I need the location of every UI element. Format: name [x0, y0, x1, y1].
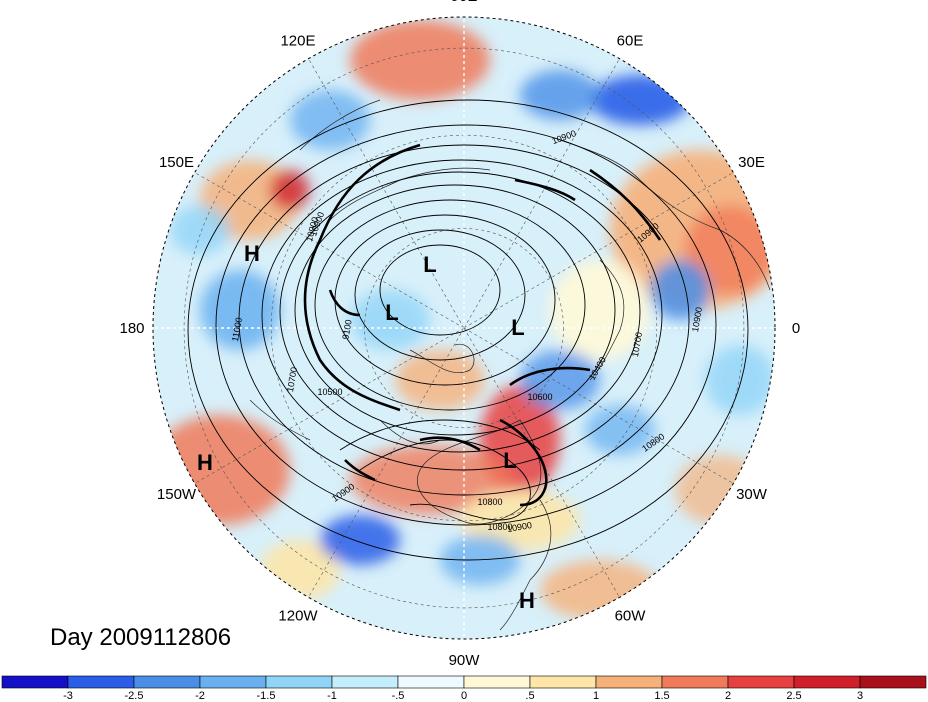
longitude-label: 180	[119, 320, 144, 337]
colorbar-tick-label: -1	[327, 690, 337, 702]
meridian-line	[463, 327, 620, 598]
contour-label: 10500	[317, 387, 342, 397]
longitude-label: 0	[792, 320, 800, 337]
low-pressure-center: L	[423, 252, 436, 277]
contour-label: 9100	[340, 319, 353, 340]
colorbar-tick-label: -2.5	[125, 690, 144, 702]
colorbar-swatch	[265, 675, 333, 689]
contour-label: 10700	[285, 366, 299, 392]
low-pressure-center: L	[511, 315, 524, 340]
longitude-label: 150E	[159, 154, 194, 171]
colorbar-swatch	[529, 675, 597, 689]
longitude-label: 120W	[278, 608, 318, 625]
meridian-line	[463, 58, 620, 329]
contour-label: 10600	[527, 392, 552, 402]
meridian-line	[308, 58, 465, 329]
colorbar-swatch	[727, 675, 795, 689]
valid-time-label: Day 2009112806	[50, 624, 231, 651]
colorbar-tick-label: .5	[525, 690, 534, 702]
colorbar-tick-label: -1.5	[257, 690, 276, 702]
longitude-label: 60E	[617, 33, 644, 50]
contour-label: 10900	[690, 306, 704, 332]
height-contours	[187, 99, 749, 561]
longitude-labels: 90E 60E 30E 0 30W 60W 90W 120W 150W 180 150E 120E	[119, 0, 800, 669]
high-pressure-center: H	[197, 450, 213, 475]
colorbar-swatch	[331, 675, 399, 689]
colorbar-swatch	[199, 675, 267, 689]
colorbar-tick-label: -.5	[392, 690, 405, 702]
colorbar-tick-label: 2	[725, 690, 731, 702]
colorbar-swatch	[1, 675, 69, 689]
contour-label: 10800	[477, 497, 502, 507]
colorbar-swatch	[67, 675, 135, 689]
color-scale-bar: -3 -2.5 -2 -1.5 -1 -.5 0 .5 1 1.5 2 2.5 3	[1, 675, 927, 702]
colorbar-tick-label: 2.5	[786, 690, 801, 702]
longitude-label: 30E	[738, 154, 765, 171]
contour-label: 11000	[230, 317, 244, 343]
contour-label: 10900	[506, 520, 532, 534]
longitude-label: 30W	[736, 486, 768, 503]
colorbar-tick-label: 1.5	[654, 690, 669, 702]
colorbar-swatch	[793, 675, 861, 689]
longitude-label: 60W	[615, 608, 647, 625]
meridian-line	[194, 172, 465, 329]
graticule	[153, 17, 775, 639]
colorbar-swatch	[595, 675, 663, 689]
colorbar-tick-label: 3	[857, 690, 863, 702]
colorbar-swatch	[133, 675, 201, 689]
contour-label: 10700	[630, 331, 644, 357]
colorbar-tick-label: 1	[593, 690, 599, 702]
colorbar-swatch	[397, 675, 465, 689]
map-boundary	[152, 16, 776, 640]
longitude-label: 150W	[157, 486, 197, 503]
longitude-label: 120E	[280, 33, 315, 50]
latitude-circle	[364, 228, 564, 428]
colorbar-swatch	[661, 675, 729, 689]
colorbar-tick-label: 0	[461, 690, 467, 702]
meridian-line	[463, 327, 734, 484]
low-pressure-center: L	[503, 448, 516, 473]
colorbar-tick-label: -3	[63, 690, 73, 702]
longitude-label: 90W	[449, 652, 481, 669]
colorbar-tick-label: -2	[195, 690, 205, 702]
colorbar-swatch	[463, 675, 531, 689]
colorbar-swatch	[859, 675, 927, 689]
high-pressure-center: H	[519, 588, 535, 613]
low-pressure-center: L	[385, 300, 398, 325]
jet-stream-contours	[303, 143, 662, 507]
high-pressure-center: H	[244, 241, 260, 266]
latitude-circle	[183, 47, 745, 609]
meridian-line	[194, 327, 465, 484]
contour-label: 10800	[487, 522, 512, 532]
meridian-line	[463, 172, 734, 329]
longitude-label: 90E	[451, 0, 478, 5]
meridian-line	[308, 327, 465, 598]
